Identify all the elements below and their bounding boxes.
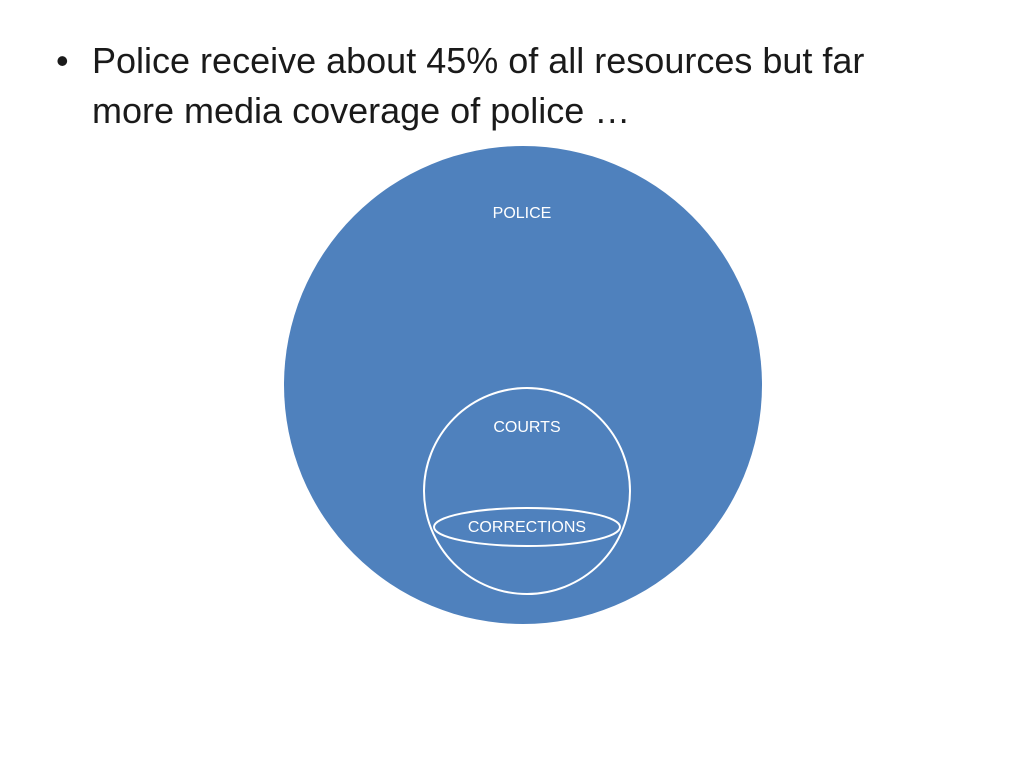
police-circle [284, 146, 762, 624]
bullet-text: Police receive about 45% of all resource… [92, 40, 865, 131]
courts-label: COURTS [493, 419, 560, 436]
police-label: POLICE [493, 205, 552, 222]
courts-circle [423, 387, 631, 595]
bullet-item: • Police receive about 45% of all resour… [56, 36, 956, 136]
bullet-list: • Police receive about 45% of all resour… [56, 36, 956, 136]
bullet-marker: • [56, 40, 69, 81]
corrections-ellipse [433, 507, 621, 547]
corrections-label: CORRECTIONS [468, 519, 586, 536]
